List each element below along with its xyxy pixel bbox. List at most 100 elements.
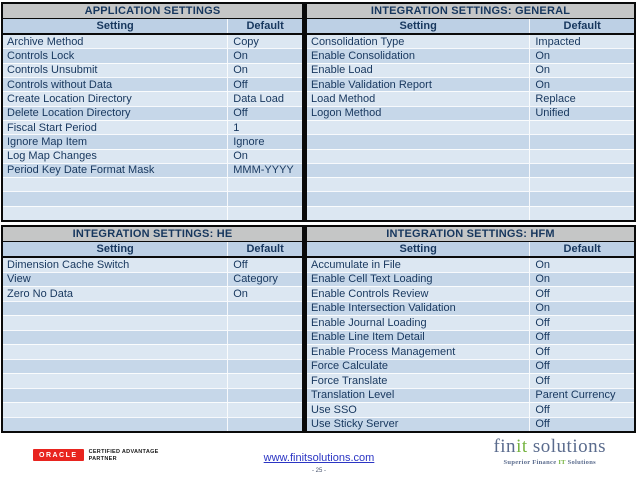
default-cell [227,345,302,359]
table-row [3,329,302,344]
setting-cell: Fiscal Start Period [7,121,97,134]
default-cell: Off [529,316,634,330]
setting-cell: Enable Load [311,64,373,77]
setting-cell: Archive Method [7,35,84,48]
default-cell: Ignore [227,135,302,149]
column-header-default: Default [227,19,302,33]
default-cell [227,206,302,221]
setting-cell: View [7,273,31,286]
default-cell [227,388,302,402]
table-row: Controls Unsubmit On [3,62,302,77]
table-row: Enable Process Management Off [307,344,634,359]
table-header-row: Setting Default [3,242,302,258]
website-link[interactable]: www.finitsolutions.com [263,452,375,464]
default-cell: On [529,272,634,286]
setting-cell: Log Map Changes [7,150,97,163]
table-row [3,177,302,192]
table-body: Accumulate in File On Enable Cell Text Loa… [307,258,634,431]
setting-cell: Enable Controls Review [311,287,429,300]
default-cell: On [529,63,634,77]
table-row: Fiscal Start Period 1 [3,119,302,135]
default-cell: Copy [227,35,302,49]
setting-cell [307,207,529,220]
table-row: View Category [3,271,302,286]
setting-cell [3,389,227,403]
table-row [307,119,634,135]
setting-cell [3,360,227,374]
setting-cell: Use SSO [311,403,357,416]
table-row: Period Key Date Format Mask MMM-YYYY [3,162,302,178]
table-row [307,205,634,221]
setting-cell [307,121,529,134]
default-cell [529,135,634,149]
default-cell: MMM-YYYY [227,163,302,178]
oracle-partner-text: CERTIFIED ADVANTAGE PARTNER [89,449,159,463]
table-row: Logon Method Unified [307,105,634,120]
setting-cell: Translation Level [311,389,395,402]
table-row: Zero No Data On [3,286,302,301]
table-row: Enable Validation Report On [307,76,634,92]
setting-cell [3,345,227,359]
setting-cell [3,178,227,191]
default-cell [227,316,302,330]
setting-cell: Delete Location Directory [7,107,131,120]
column-header-setting: Setting [399,20,437,32]
default-cell: On [529,258,634,272]
oracle-partner-logo: ORACLE CERTIFIED ADVANTAGE PARTNER [33,449,159,463]
table-row: Log Map Changes On [3,148,302,163]
table-row: Dimension Cache Switch Off [3,258,302,272]
oracle-logo: ORACLE [33,449,84,461]
table-row: Delete Location Directory Off [3,105,302,120]
column-header-setting: Setting [96,20,134,32]
setting-cell: Enable Consolidation [311,49,415,62]
setting-cell [3,418,227,432]
table-row [307,177,634,192]
setting-cell [307,135,529,148]
table-row: Accumulate in File On [307,258,634,272]
table-row [307,134,634,149]
integration-general-table: INTEGRATION SETTINGS: GENERAL Setting De… [305,2,636,222]
table-row: Ignore Map Item Ignore [3,134,302,149]
table-row [3,191,302,206]
table-header-row: Setting Default [3,19,302,35]
setting-cell: Ignore Map Item [7,135,88,148]
finit-tagline: Superior Finance IT Solutions [493,459,606,466]
website-block: www.finitsolutions.com - 25 - [0,448,638,474]
tagline-post: Solutions [565,458,596,466]
default-cell: Off [529,287,634,301]
table-row: Create Location Directory Data Load [3,91,302,106]
table-row: Load Method Replace [307,91,634,106]
table-row: Use Sticky Server Off [307,416,634,431]
setting-cell [307,150,529,163]
default-cell: Off [529,359,634,373]
setting-cell: Logon Method [311,107,382,120]
table-row [3,344,302,359]
default-cell: Off [529,374,634,388]
default-cell [227,330,302,344]
setting-cell: Use Sticky Server [311,418,399,431]
setting-cell: Force Translate [311,374,388,387]
table-row: Force Translate Off [307,373,634,388]
table-row [3,358,302,374]
table-row: Use SSO Off [307,402,634,417]
setting-cell [3,316,227,330]
table-row [3,387,302,403]
table-title: INTEGRATION SETTINGS: HFM [307,227,634,242]
oracle-partner-line1: CERTIFIED ADVANTAGE [88,449,159,455]
setting-cell: Enable Cell Text Loading [311,273,433,286]
settings-tables-grid: APPLICATION SETTINGS Setting Default Arc… [1,2,636,433]
setting-cell [307,192,529,205]
setting-cell: Accumulate in File [311,258,401,271]
default-cell: Replace [529,92,634,106]
table-row [3,402,302,417]
default-cell [227,301,302,315]
table-row: Enable Consolidation On [307,48,634,63]
table-row [3,373,302,388]
default-cell: 1 [227,120,302,135]
table-row [307,148,634,163]
default-cell: Off [529,403,634,417]
table-body: Archive Method Copy Controls Lock On Control… [3,35,302,221]
default-cell: On [529,301,634,315]
table-body: Dimension Cache Switch Off View Category Zer… [3,258,302,431]
